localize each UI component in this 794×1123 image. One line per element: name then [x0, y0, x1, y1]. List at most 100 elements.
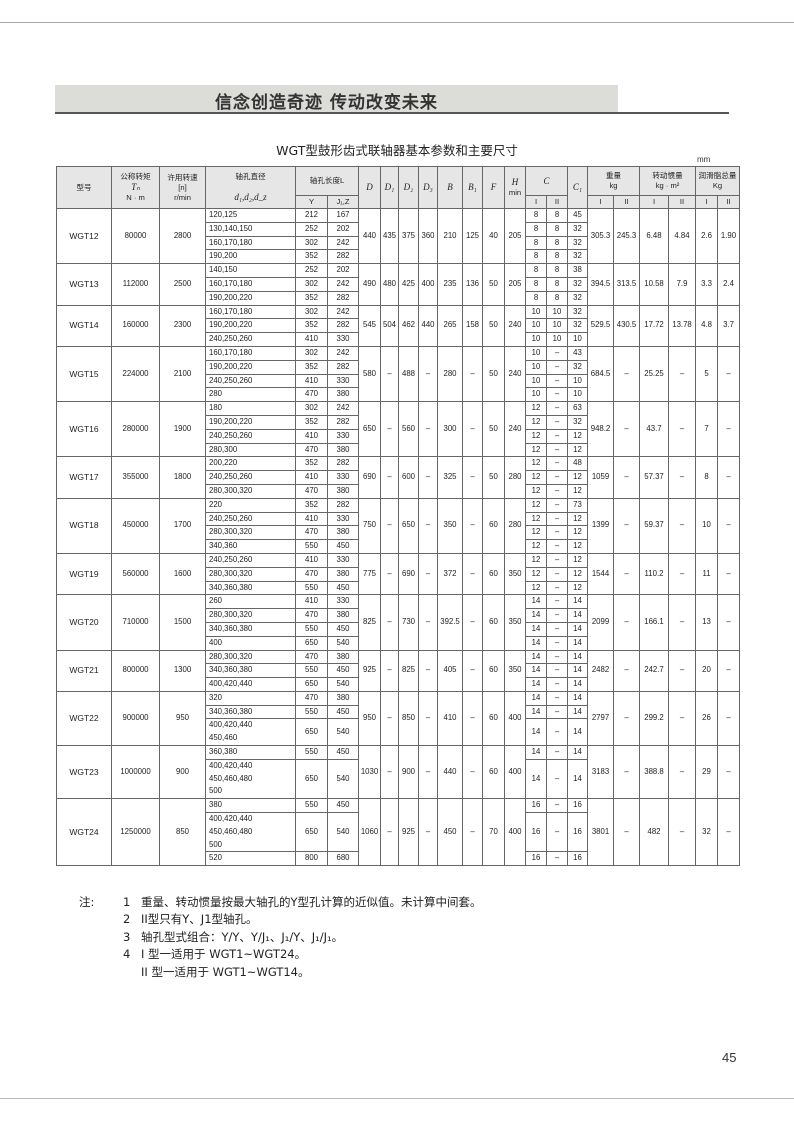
- dim-H-cell: 400: [504, 745, 526, 800]
- dim-B1-cell: –: [462, 552, 483, 596]
- bore-diameter-cell: 240,250,260: [205, 511, 296, 527]
- length-J-cell: 282: [327, 414, 359, 430]
- C-II-cell: –: [546, 442, 568, 458]
- bore-diameter-cell: 320: [205, 690, 296, 706]
- bore-diameter-cell: 160,170,180: [205, 304, 296, 320]
- length-Y-cell: 650: [295, 677, 328, 692]
- C-II-cell: –: [546, 635, 568, 651]
- banner-rule: [55, 112, 729, 114]
- C-I-cell: 16: [525, 798, 547, 814]
- model-cell: WGT13: [56, 263, 112, 306]
- table-row: WGT24 1250000 850 380 550 450 1060–925–450–70 4…: [56, 798, 740, 867]
- length-Y-cell: 410: [295, 428, 328, 444]
- length-J-cell: 680: [327, 851, 359, 867]
- C-II-cell: –: [546, 718, 568, 747]
- weight-I-cell: 948.2: [587, 401, 614, 458]
- torque-cell: 1000000: [111, 745, 160, 800]
- bore-diameter-cell: 280,300,320: [205, 649, 296, 665]
- col-grease: 润滑脂总量 Kg: [695, 166, 740, 196]
- grease-II-cell: 3.7: [717, 304, 740, 347]
- dim-B1-cell: 136: [462, 263, 483, 306]
- table-row: WGT14 160000 2300 160,170,180 302 242 545 504 46…: [56, 304, 740, 347]
- length-Y-cell: 470: [295, 566, 328, 582]
- C1-cell: 38: [567, 263, 588, 278]
- col-grease-I: I: [695, 195, 718, 209]
- C-I-cell: 12: [525, 470, 547, 485]
- col-D2: D₂: [398, 166, 419, 209]
- C-II-cell: –: [546, 497, 568, 513]
- dim-F-cell: 50: [482, 401, 505, 458]
- length-Y-cell: 302: [295, 345, 328, 361]
- length-J-cell: 380: [327, 649, 359, 665]
- C-II-cell: 10: [546, 318, 568, 334]
- C-II-cell: –: [546, 798, 568, 814]
- note-number: 4: [123, 947, 131, 962]
- C-II-cell: –: [546, 851, 568, 867]
- top-rule: [0, 22, 794, 23]
- C1-cell: 14: [567, 649, 588, 665]
- length-J-cell: 202: [327, 221, 359, 237]
- col-grease-II: II: [717, 195, 740, 209]
- dim-B-cell: 235: [437, 263, 463, 306]
- dim-D-cell: 650: [358, 401, 381, 458]
- dim-B-cell: 405: [437, 649, 463, 692]
- model-cell: WGT21: [56, 649, 112, 692]
- C-I-cell: 10: [525, 387, 547, 403]
- dim-B-cell: 440: [437, 745, 463, 800]
- length-J-cell: 330: [327, 428, 359, 444]
- table-row: WGT15 224000 2100 160,170,180 302 242 580–488–…: [56, 345, 740, 403]
- torque-cell: 280000: [111, 401, 160, 458]
- C1-cell: 12: [567, 442, 588, 458]
- table-row: WGT20 710000 1500 260 410 330 825–730–392.5–60…: [56, 594, 740, 651]
- C1-cell: 14: [567, 663, 588, 679]
- length-Y-cell: 352: [295, 414, 328, 430]
- bore-diameter-cell: 400,420,440 450,460,480 500: [205, 758, 296, 800]
- dim-H-cell: 280: [504, 497, 526, 554]
- C-II-cell: –: [546, 456, 568, 472]
- bore-diameter-cell: 190,200,220: [205, 359, 296, 375]
- model-cell: WGT16: [56, 401, 112, 458]
- length-Y-cell: 470: [295, 442, 328, 458]
- bore-diameter-cell: 120,125: [205, 208, 296, 223]
- C1-cell: 16: [567, 812, 588, 853]
- bore-diameter-cell: 340,360,380: [205, 704, 296, 720]
- bore-diameter-cell: 190,200,220: [205, 318, 296, 334]
- model-cell: WGT17: [56, 456, 112, 499]
- torque-cell: 160000: [111, 304, 160, 347]
- length-Y-cell: 352: [295, 290, 328, 306]
- dim-D3-cell: –: [418, 345, 438, 403]
- C1-cell: 14: [567, 608, 588, 623]
- C1-cell: 10: [567, 373, 588, 389]
- bore-diameter-cell: 400: [205, 635, 296, 651]
- C1-cell: 14: [567, 621, 588, 637]
- C-II-cell: –: [546, 663, 568, 679]
- C-I-cell: 14: [525, 677, 547, 692]
- C1-cell: 32: [567, 249, 588, 265]
- inertia-II-cell: –: [668, 345, 696, 403]
- dim-F-cell: 60: [482, 552, 505, 596]
- C1-cell: 63: [567, 401, 588, 416]
- torque-cell: 900000: [111, 690, 160, 747]
- table-row: 400,420,440 450,460,480 500 650 540 14–14: [57, 758, 740, 800]
- table-row: WGT22 900000 950 320 470 380 950–850–410–60 400…: [56, 690, 740, 747]
- table-row: 280,300,320 470 380 12–12: [57, 566, 740, 582]
- dim-B-cell: 372: [437, 552, 463, 596]
- grease-I-cell: 11: [695, 552, 718, 596]
- dim-D-cell: 545: [358, 304, 381, 347]
- inertia-II-cell: –: [668, 552, 696, 596]
- C-I-cell: 16: [525, 851, 547, 867]
- dim-D-cell: 580: [358, 345, 381, 403]
- model-cell: WGT12: [56, 207, 112, 265]
- bore-diameter-cell: 340,360,380: [205, 580, 296, 596]
- dim-B-cell: 392.5: [437, 594, 463, 651]
- dim-B1-cell: –: [462, 649, 483, 692]
- length-Y-cell: 352: [295, 359, 328, 375]
- dim-D-cell: 440: [358, 207, 381, 265]
- inertia-I-cell: 388.8: [639, 745, 669, 800]
- dim-F-cell: 60: [482, 745, 505, 800]
- note-number: 2: [123, 912, 131, 927]
- dim-B1-cell: 158: [462, 304, 483, 347]
- weight-II-cell: –: [613, 690, 640, 747]
- col-model: 型号: [56, 166, 112, 209]
- C1-cell: 12: [567, 470, 588, 485]
